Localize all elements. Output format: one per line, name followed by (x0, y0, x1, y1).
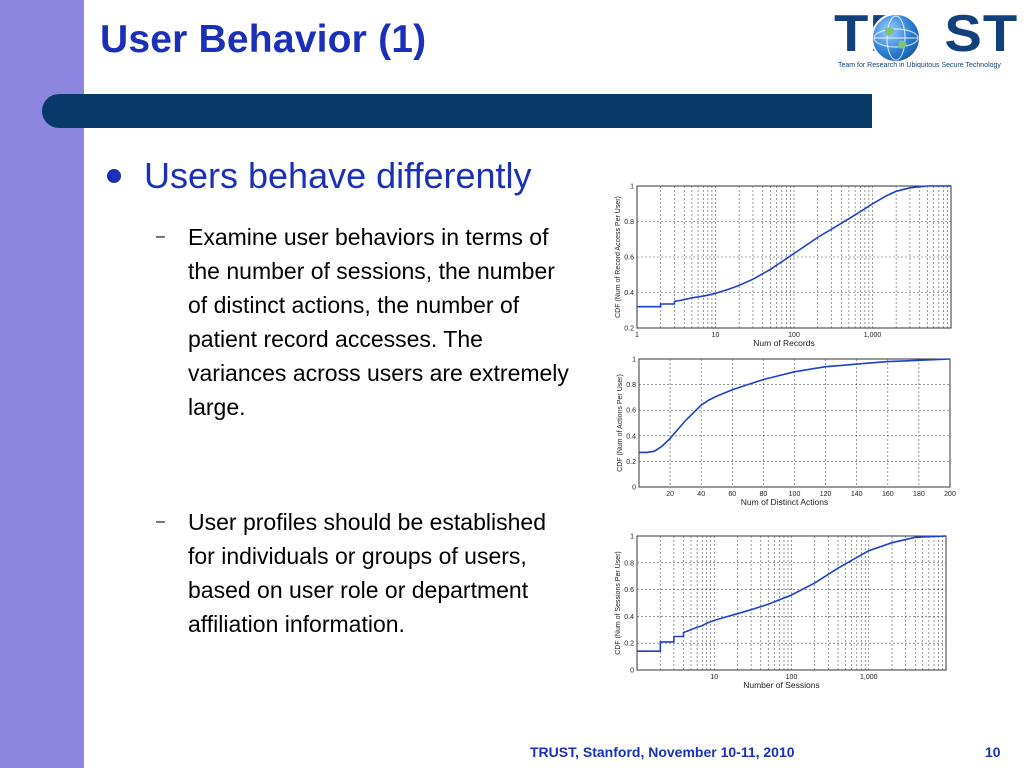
x-tick-label: 160 (882, 491, 894, 498)
x-tick-label: 140 (851, 491, 863, 498)
y-tick-label: 1 (630, 534, 634, 541)
left-accent-band (0, 0, 84, 768)
x-axis-label: Num of Distinct Actions (741, 497, 828, 507)
x-axis-label: Number of Sessions (743, 680, 820, 688)
y-tick-label: 0.8 (624, 219, 634, 226)
y-tick-label: 0.8 (624, 560, 634, 567)
globe-icon (871, 13, 921, 63)
y-axis-label: CDF (Num of Sessions Per User) (615, 551, 622, 654)
dash-icon: – (156, 228, 165, 245)
y-axis-label: CDF (Num of Record Access Per User) (615, 196, 622, 318)
actions-cdf-chart: 20 40 60 80 100 120 140 160 180 200 0 0.2 0.4 0.6 0.8 1… (617, 357, 956, 508)
y-tick-label: 0.6 (624, 255, 634, 262)
x-tick-label: 100 (788, 332, 800, 339)
page-number: 10 (985, 744, 1001, 760)
cdf-series-line (639, 358, 951, 454)
footer-text: TRUST, Stanford, November 10-11, 2010 (530, 744, 795, 760)
y-tick-label: 0.4 (624, 290, 634, 297)
sub-bullet-1: – Examine user behaviors in terms of the… (156, 220, 576, 470)
y-tick-label: 0 (630, 668, 634, 675)
x-tick-label: 120 (820, 491, 832, 498)
y-tick-label: 0.4 (624, 614, 634, 621)
sub-bullet-2: – User profiles should be established fo… (156, 505, 576, 695)
sub-bullet-1-text: Examine user behaviors in terms of the n… (188, 224, 569, 420)
y-tick-label: 0.6 (624, 587, 634, 594)
x-tick-label: 40 (697, 491, 705, 498)
y-tick-label: 1 (630, 184, 634, 191)
x-tick-label: 80 (760, 491, 768, 498)
records-cdf-chart: 1 10 100 1,000 0.2 0.4 0.6 0.8 1 Num of Records CD… (615, 184, 952, 348)
x-tick-label: 1,000 (864, 332, 882, 339)
slide-title: User Behavior (1) (100, 18, 427, 61)
y-tick-label: 0.2 (624, 326, 634, 333)
title-divider-bar (42, 94, 872, 128)
x-tick-label: 200 (944, 491, 956, 498)
cdf-series-line (637, 185, 951, 308)
logo-subtitle: Team for Research in Ubiquitous Secure T… (838, 62, 1001, 69)
x-tick-label: 1,000 (860, 674, 878, 681)
x-tick-label: 100 (789, 491, 801, 498)
bullet-text: Users behave differently (144, 155, 532, 196)
bullet-dot-icon (107, 169, 121, 183)
x-tick-label: 1 (635, 332, 639, 339)
sub-bullet-2-text: User profiles should be established for … (188, 509, 546, 637)
x-tick-label: 60 (728, 491, 736, 498)
logo-text: TR ST (834, 5, 1019, 63)
y-axis-label: CDF (Num of Actions Per User) (617, 374, 624, 472)
x-tick-label: 10 (710, 674, 718, 681)
x-axis-label: Num of Records (753, 338, 814, 348)
y-tick-label: 0.2 (626, 459, 636, 466)
y-tick-label: 0.8 (626, 382, 636, 389)
plot-frame (636, 535, 947, 671)
y-tick-label: 1 (632, 357, 636, 364)
y-tick-label: 0.2 (624, 641, 634, 648)
x-tick-label: 180 (913, 491, 925, 498)
x-tick-label: 10 (712, 332, 720, 339)
x-tick-label: 100 (786, 674, 798, 681)
sessions-cdf-chart: 10 100 1,000 0 0.2 0.4 0.6 0.8 1 Number of Sessio… (615, 534, 947, 688)
cdf-series-line (637, 535, 947, 652)
x-tick-label: 20 (666, 491, 674, 498)
y-tick-label: 0.6 (626, 408, 636, 415)
y-tick-label: 0 (632, 485, 636, 492)
y-tick-label: 0.4 (626, 433, 636, 440)
dash-icon: – (156, 513, 165, 530)
trust-logo: TR ST Team for Research in Ubiquitous Se… (834, 8, 1017, 70)
